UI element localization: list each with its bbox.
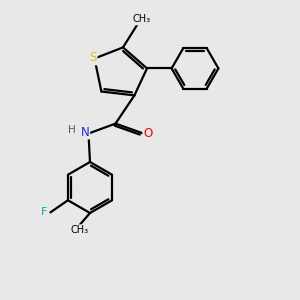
Text: H: H bbox=[68, 125, 76, 135]
Text: F: F bbox=[41, 207, 48, 218]
Text: CH₃: CH₃ bbox=[133, 14, 151, 25]
Text: CH₃: CH₃ bbox=[70, 225, 88, 235]
Text: N: N bbox=[80, 125, 89, 139]
Text: O: O bbox=[143, 127, 152, 140]
Text: S: S bbox=[89, 51, 97, 64]
